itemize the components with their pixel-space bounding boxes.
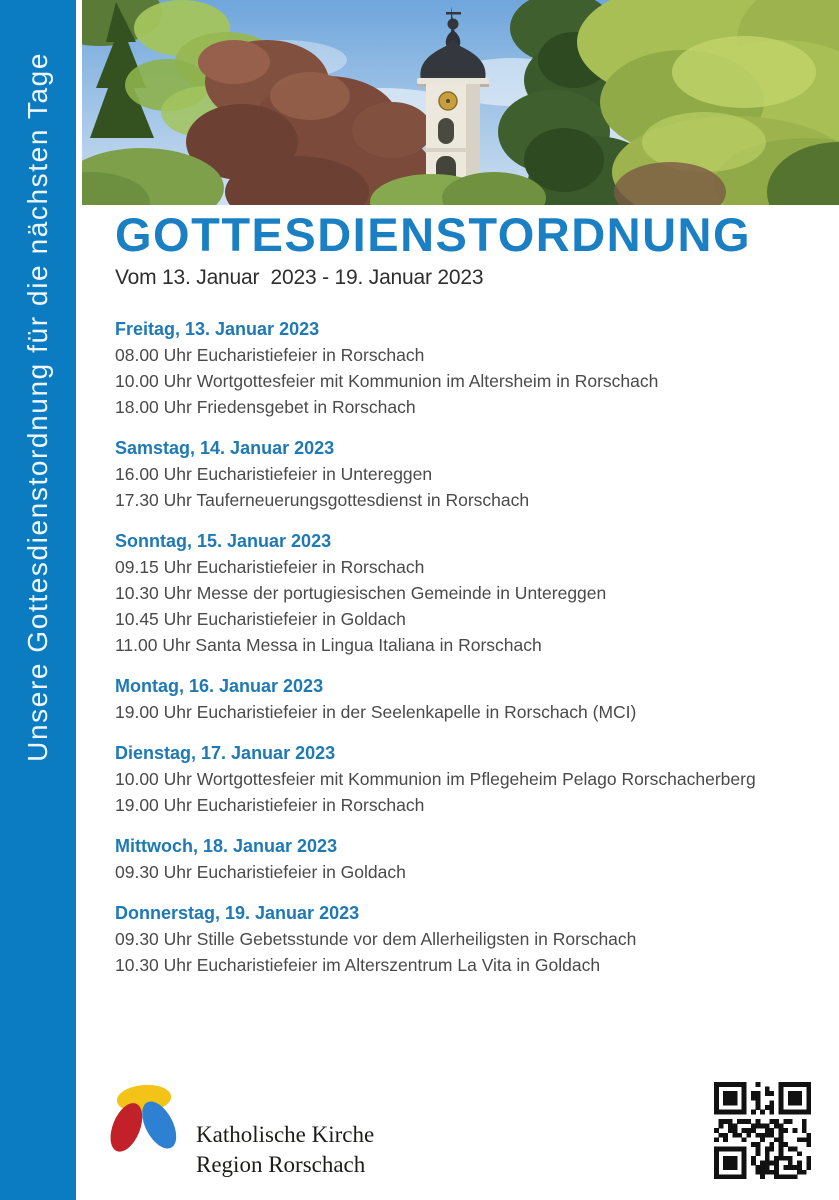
schedule-day: Freitag, 13. Januar 2023 08.00 Uhr Eucha… [115,316,820,420]
service-entry: 19.00 Uhr Eucharistiefeier in der Seelen… [115,701,637,722]
day-header: Mittwoch, 18. Januar 2023 [115,835,338,856]
logo-petal-red [110,1103,143,1152]
copper-beech-trees [186,40,433,205]
date-range: Vom 13. Januar 2023 - 19. Januar 2023 [115,265,484,289]
day-header: Sonntag, 15. Januar 2023 [115,530,332,551]
schedule-day: Samstag, 14. Januar 2023 16.00 Uhr Eucha… [115,435,820,513]
left-sidebar: Unsere Gottesdienstordnung für die nächs… [0,0,76,1200]
day-entries: 19.00 Uhr Eucharistiefeier in der Seelen… [115,699,820,725]
day-header: Donnerstag, 19. Januar 2023 [115,902,360,923]
day-entries: 08.00 Uhr Eucharistiefeier in Rorschach 1… [115,342,820,420]
service-entry: 08.00 Uhr Eucharistiefeier in Rorschach [115,344,425,365]
day-entries: 16.00 Uhr Eucharistiefeier in Untereggen… [115,461,820,513]
page-title: GOTTESDIENSTORDNUNG [115,208,752,261]
service-entry: 09.15 Uhr Eucharistiefeier in Rorschach [115,556,425,577]
schedule-day: Donnerstag, 19. Januar 2023 09.30 Uhr St… [115,900,820,978]
service-entry: 19.00 Uhr Eucharistiefeier in Rorschach [115,794,425,815]
sidebar-vertical-text: Unsere Gottesdienstordnung für die nächs… [22,52,53,762]
service-entry: 09.30 Uhr Stille Gebetsstunde vor dem Al… [115,928,637,949]
service-entry: 10.00 Uhr Wortgottesfeier mit Kommunion … [115,370,659,391]
church-photo-illustration [82,0,839,205]
schedule-day: Mittwoch, 18. Januar 2023 09.30 Uhr Euch… [115,833,820,885]
schedule-day: Dienstag, 17. Januar 2023 10.00 Uhr Wort… [115,740,820,818]
qr-code [714,1082,811,1179]
service-entry: 18.00 Uhr Friedensgebet in Rorschach [115,396,416,417]
day-entries: 09.30 Uhr Eucharistiefeier in Goldach [115,859,820,885]
day-header: Samstag, 14. Januar 2023 [115,437,335,458]
schedule-day: Montag, 16. Januar 2023 19.00 Uhr Euchar… [115,673,820,725]
day-entries: 10.00 Uhr Wortgottesfeier mit Kommunion … [115,766,820,818]
day-header: Freitag, 13. Januar 2023 [115,318,320,339]
right-foliage [577,0,839,205]
day-entries: 09.15 Uhr Eucharistiefeier in Rorschach 1… [115,554,820,658]
service-entry: 10.00 Uhr Wortgottesfeier mit Kommunion … [115,768,756,789]
day-header: Montag, 16. Januar 2023 [115,675,324,696]
church-logo [110,1084,177,1152]
service-entry: 16.00 Uhr Eucharistiefeier in Untereggen [115,463,433,484]
left-spruce [90,2,154,138]
service-entry: 10.30 Uhr Messe der portugiesischen Geme… [115,582,607,603]
org-name: Katholische Kirche Region Rorschach [196,1120,374,1181]
onion-dome [420,38,486,80]
service-entry: 11.00 Uhr Santa Messa in Lingua Italiana… [115,634,542,655]
service-entry: 10.45 Uhr Eucharistiefeier in Goldach [115,608,406,629]
day-entries: 09.30 Uhr Stille Gebetsstunde vor dem Al… [115,926,820,978]
schedule-day: Sonntag, 15. Januar 2023 09.15 Uhr Eucha… [115,528,820,658]
schedule: Freitag, 13. Januar 2023 08.00 Uhr Eucha… [115,316,820,978]
day-header: Dienstag, 17. Januar 2023 [115,742,336,763]
logo-petal-blue [142,1101,177,1149]
content: GOTTESDIENSTORDNUNG Vom 13. Januar 2023 … [115,205,820,978]
service-entry: 10.30 Uhr Eucharistiefeier im Alterszent… [115,954,601,975]
service-entry: 17.30 Uhr Tauferneuerungsgottesdienst in… [115,489,530,510]
org-name-line1: Katholische Kirche [196,1122,375,1147]
service-entry: 09.30 Uhr Eucharistiefeier in Goldach [115,861,406,882]
header-photo [82,0,839,205]
org-name-line2: Region Rorschach [196,1152,366,1178]
